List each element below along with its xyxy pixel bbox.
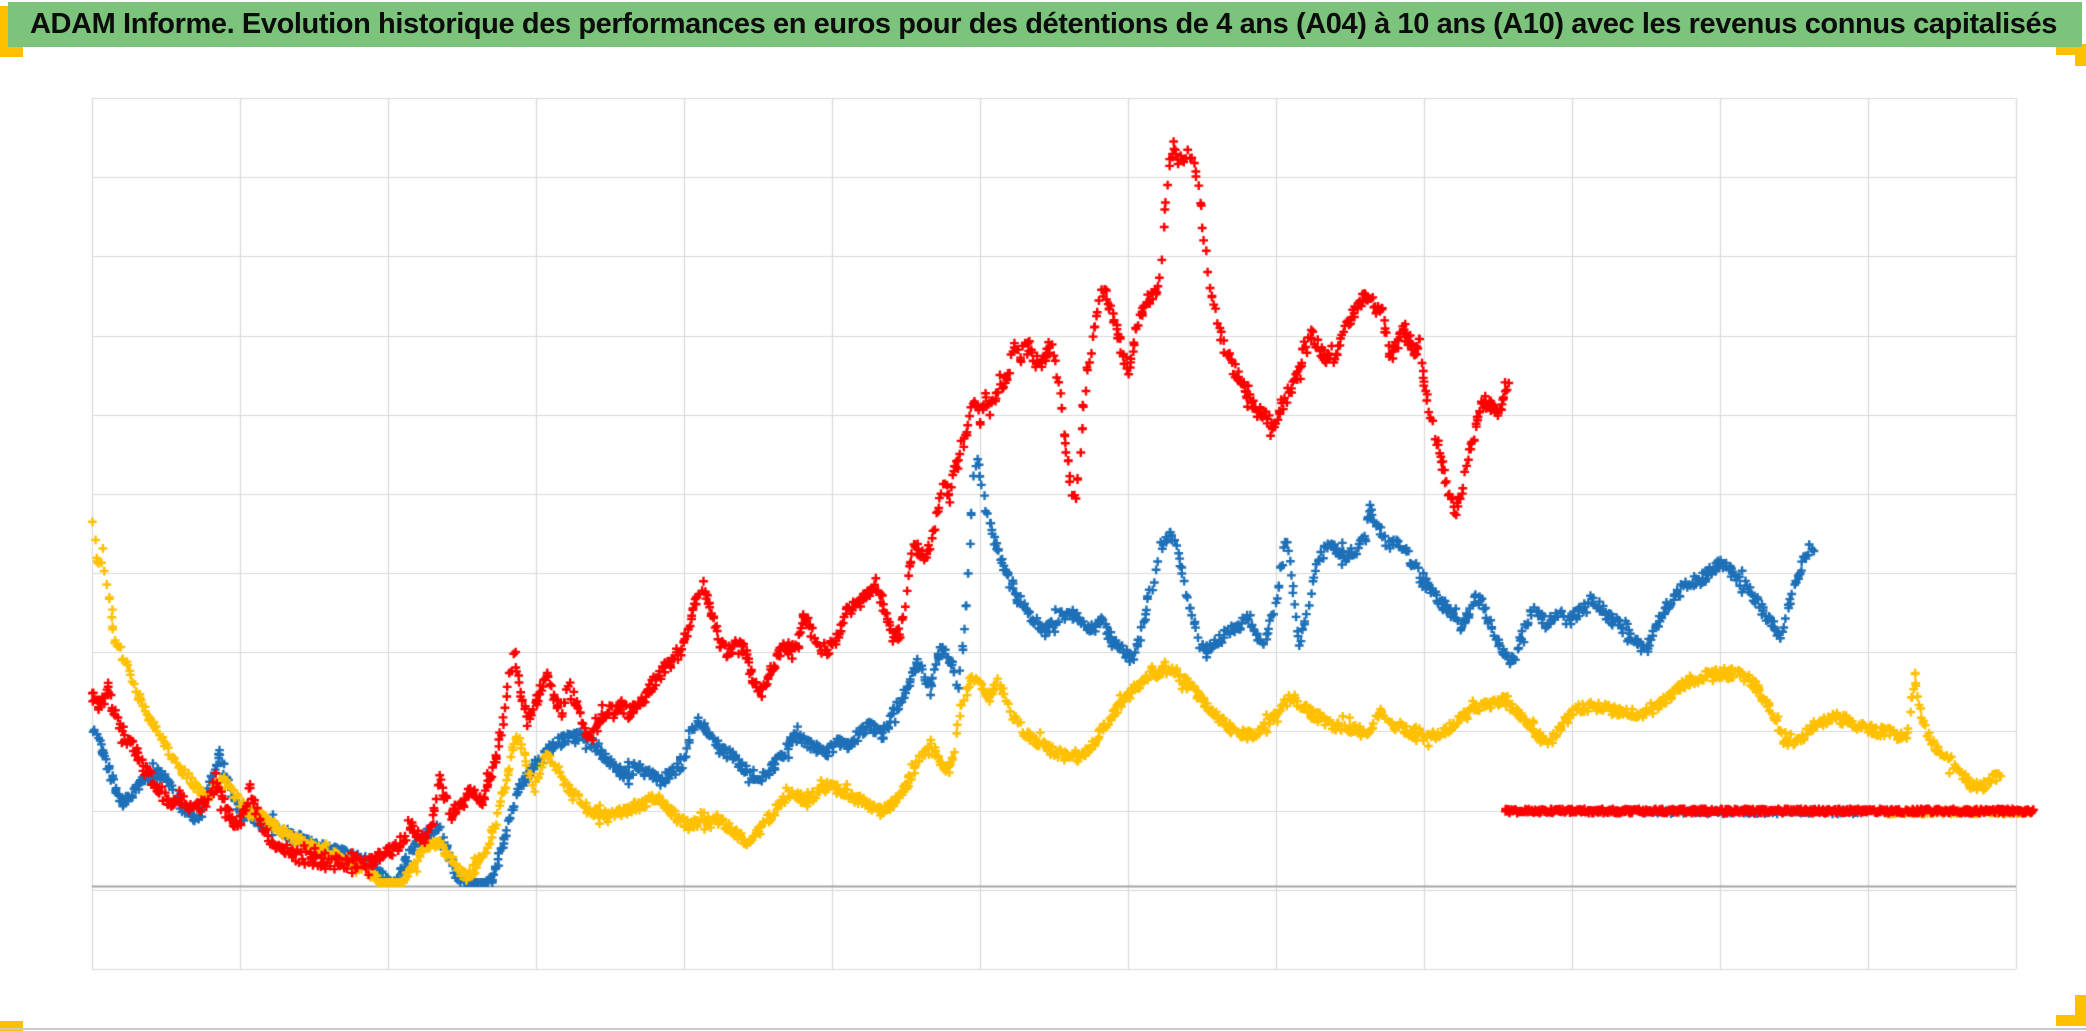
corner-accent-bottom-right-horizontal <box>2056 1015 2086 1026</box>
corner-accent-top-right-vertical <box>2075 44 2086 66</box>
corner-accent-top-left-vertical <box>0 6 8 57</box>
chart-title: ADAM Informe. Evolution historique des p… <box>30 8 2057 40</box>
corner-accent-bottom-left <box>0 1021 23 1031</box>
corner-accent-top-left-horizontal <box>0 47 23 57</box>
bottom-divider-line <box>0 1028 2086 1030</box>
title-bar: ADAM Informe. Evolution historique des p… <box>8 2 2082 47</box>
corner-accent-bottom-right-vertical <box>2075 995 2086 1026</box>
corner-accent-top-right-horizontal <box>2056 44 2086 55</box>
